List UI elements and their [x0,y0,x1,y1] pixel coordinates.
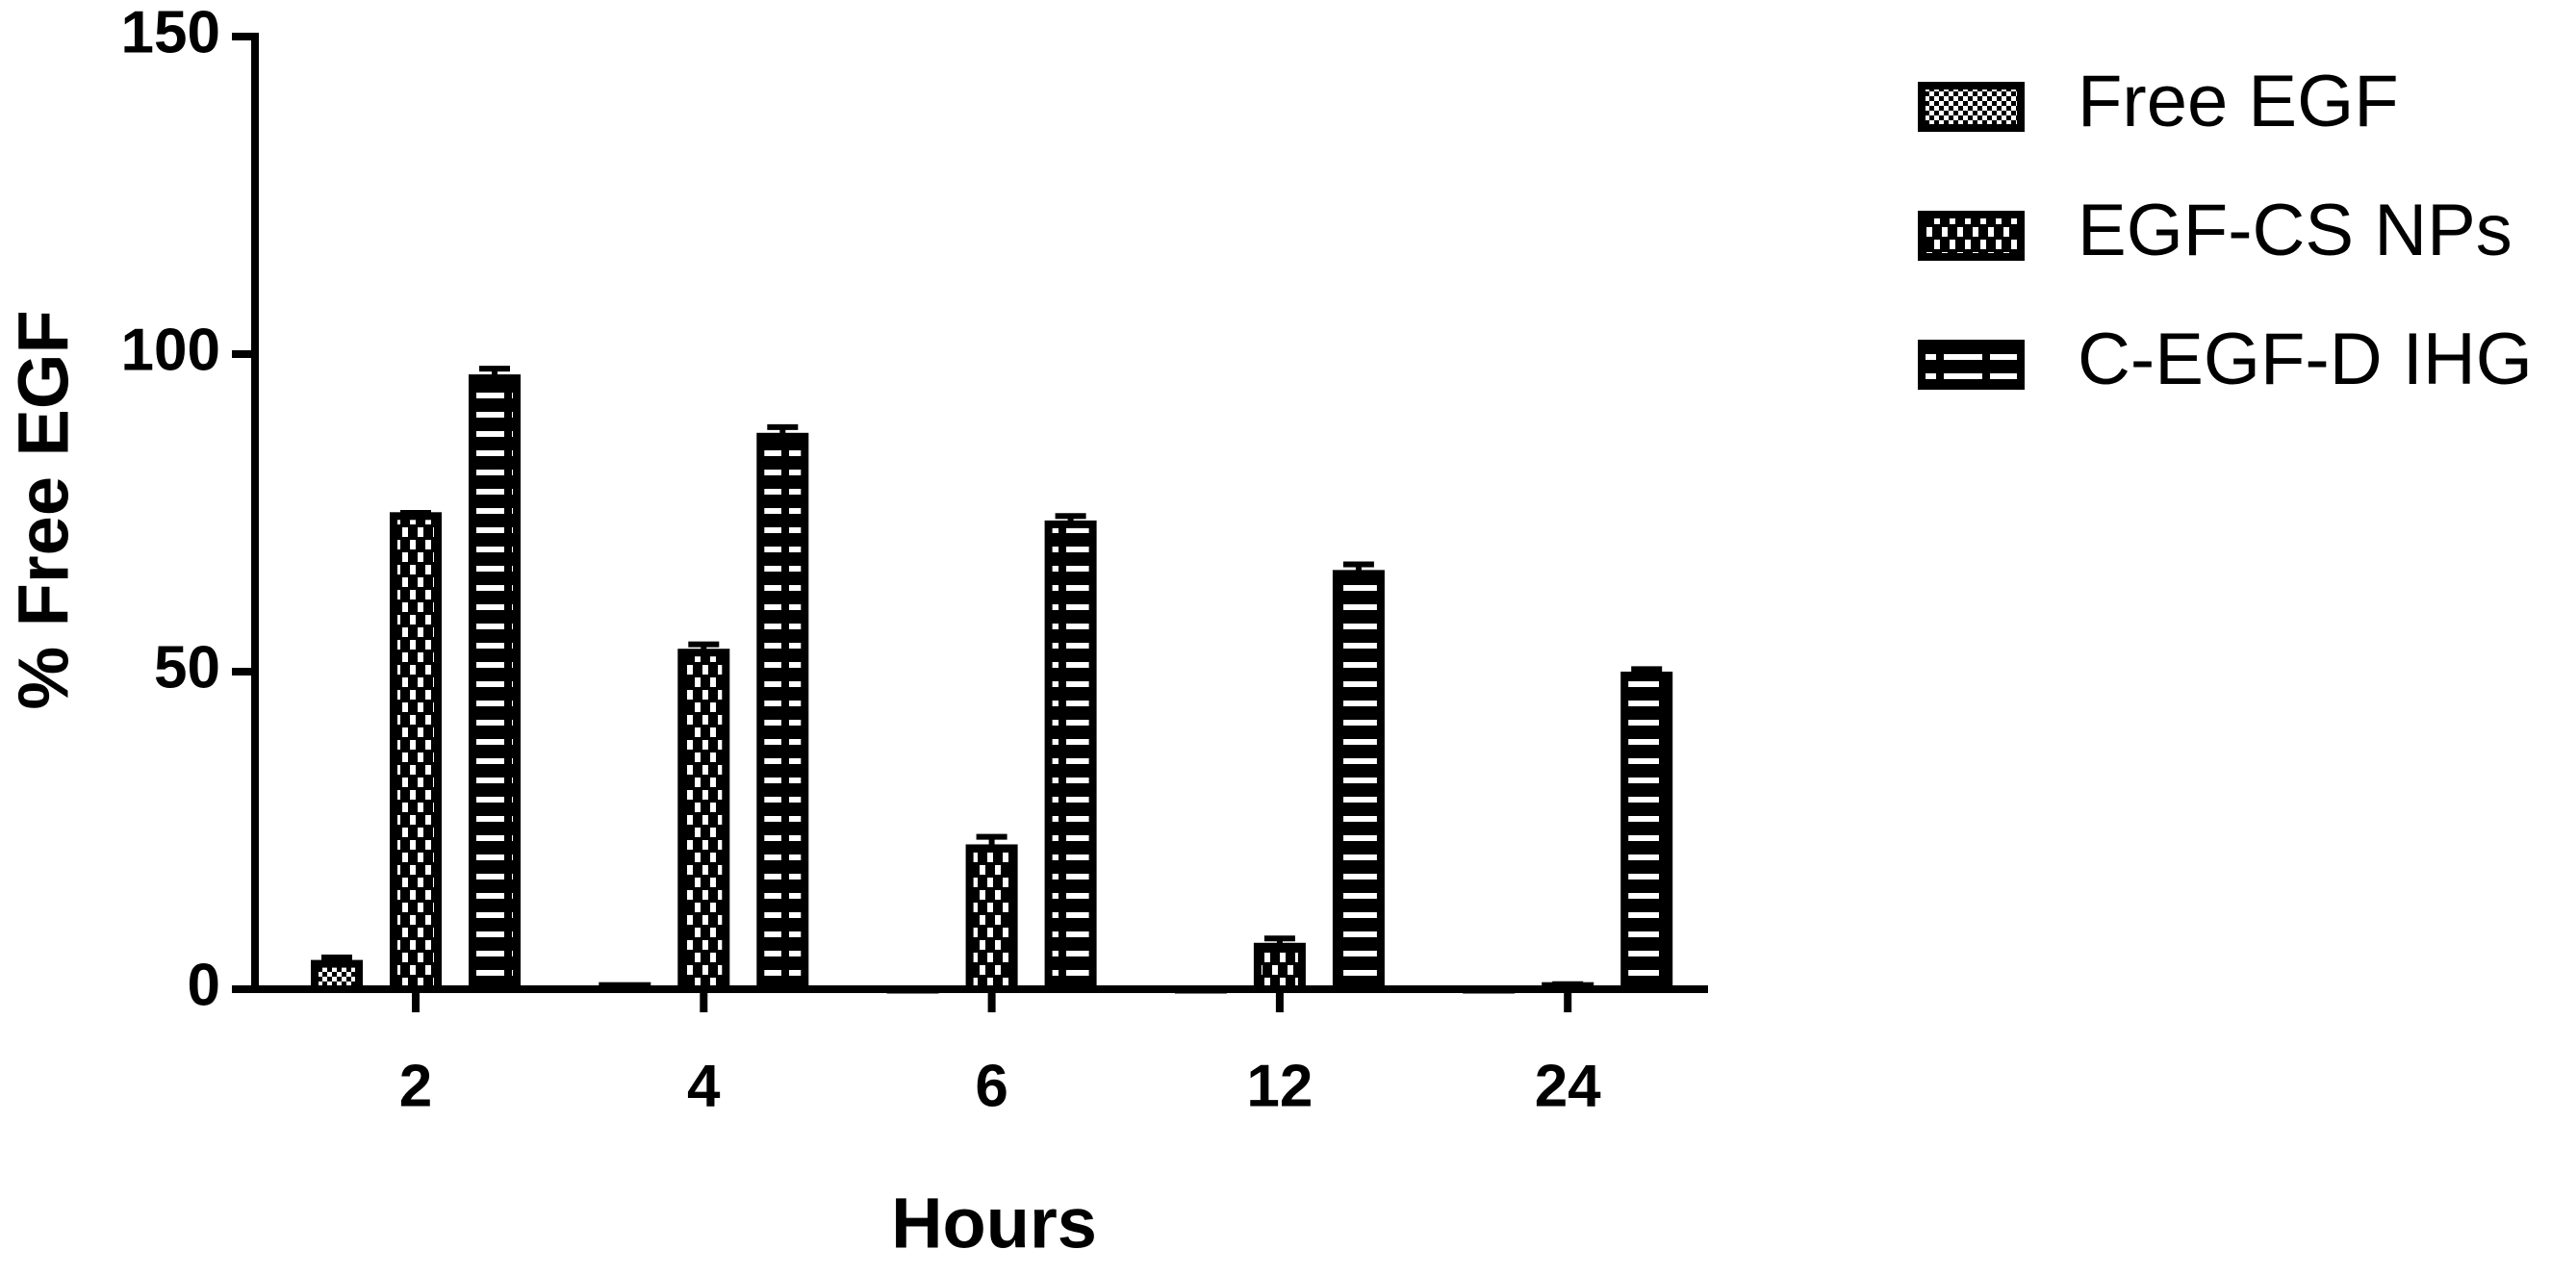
error-bar [321,955,352,964]
bar [756,432,809,993]
bar [469,374,521,993]
bar [677,649,730,993]
x-tick-label: 6 [975,1053,1007,1119]
error-bar [1263,935,1295,947]
y-tick-label: 0 [188,952,220,1018]
legend-swatch [1918,211,2025,261]
bar [1620,671,1673,994]
bar [965,844,1018,993]
bar [1253,942,1306,994]
x-tick-label: 4 [687,1053,721,1119]
x-tick-label: 2 [399,1053,432,1119]
error-bar [688,641,720,653]
error-bar [767,423,799,437]
x-tick-label: 12 [1246,1053,1313,1119]
legend-label: C-EGF-D IHG [2078,319,2533,400]
y-tick-label: 100 [121,317,220,383]
x-axis-title: Hours [891,1184,1097,1263]
legend-swatch [1918,82,2025,132]
error-bar [976,833,1007,849]
legend-label: EGF-CS NPs [2078,190,2512,271]
error-bar [479,366,510,379]
y-tick-label: 150 [121,0,220,65]
bar [1332,570,1385,993]
error-bar [1631,666,1663,676]
error-bar [400,510,431,517]
error-bar [1055,513,1086,524]
legend-swatch [1918,340,2025,390]
bar [1044,520,1097,993]
x-tick-label: 24 [1535,1053,1601,1119]
y-axis-title: % Free EGF [4,310,84,709]
legend-label: Free EGF [2078,61,2399,142]
y-tick-label: 50 [154,634,220,701]
bar [390,512,442,993]
error-bar [1342,561,1374,574]
